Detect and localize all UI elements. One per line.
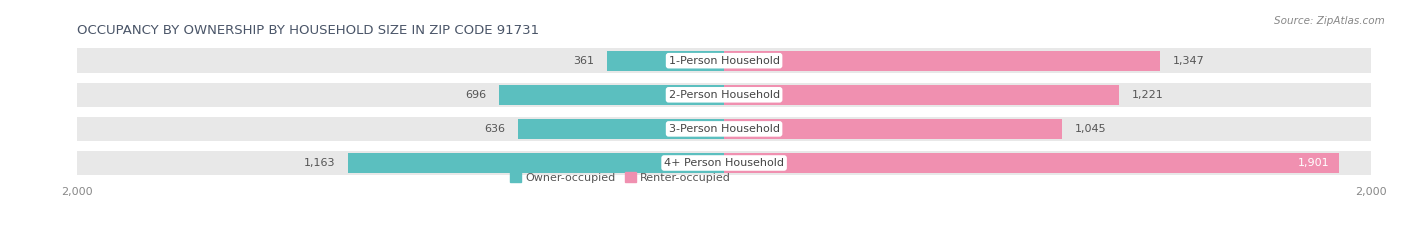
Text: 361: 361: [574, 56, 595, 66]
Bar: [77, 48, 1371, 73]
Bar: [349, 153, 724, 173]
Bar: [499, 85, 724, 105]
Bar: [607, 51, 724, 71]
Text: 696: 696: [465, 90, 486, 100]
Text: 1,163: 1,163: [304, 158, 335, 168]
Bar: [724, 51, 1160, 71]
Text: 636: 636: [485, 124, 506, 134]
Text: 4+ Person Household: 4+ Person Household: [664, 158, 785, 168]
Text: 1,045: 1,045: [1076, 124, 1107, 134]
Text: 2-Person Household: 2-Person Household: [668, 90, 780, 100]
Bar: [519, 119, 724, 139]
Bar: [724, 119, 1062, 139]
Legend: Owner-occupied, Renter-occupied: Owner-occupied, Renter-occupied: [506, 168, 735, 187]
Text: 1,347: 1,347: [1173, 56, 1205, 66]
Text: 3-Person Household: 3-Person Household: [669, 124, 779, 134]
Bar: [724, 85, 1119, 105]
Text: 1,221: 1,221: [1132, 90, 1164, 100]
Text: 1-Person Household: 1-Person Household: [669, 56, 779, 66]
Text: 1,901: 1,901: [1298, 158, 1329, 168]
Bar: [77, 116, 1371, 141]
Text: Source: ZipAtlas.com: Source: ZipAtlas.com: [1274, 16, 1385, 26]
Bar: [724, 153, 1339, 173]
Bar: [77, 151, 1371, 175]
Text: OCCUPANCY BY OWNERSHIP BY HOUSEHOLD SIZE IN ZIP CODE 91731: OCCUPANCY BY OWNERSHIP BY HOUSEHOLD SIZE…: [77, 24, 540, 37]
Bar: [77, 82, 1371, 107]
